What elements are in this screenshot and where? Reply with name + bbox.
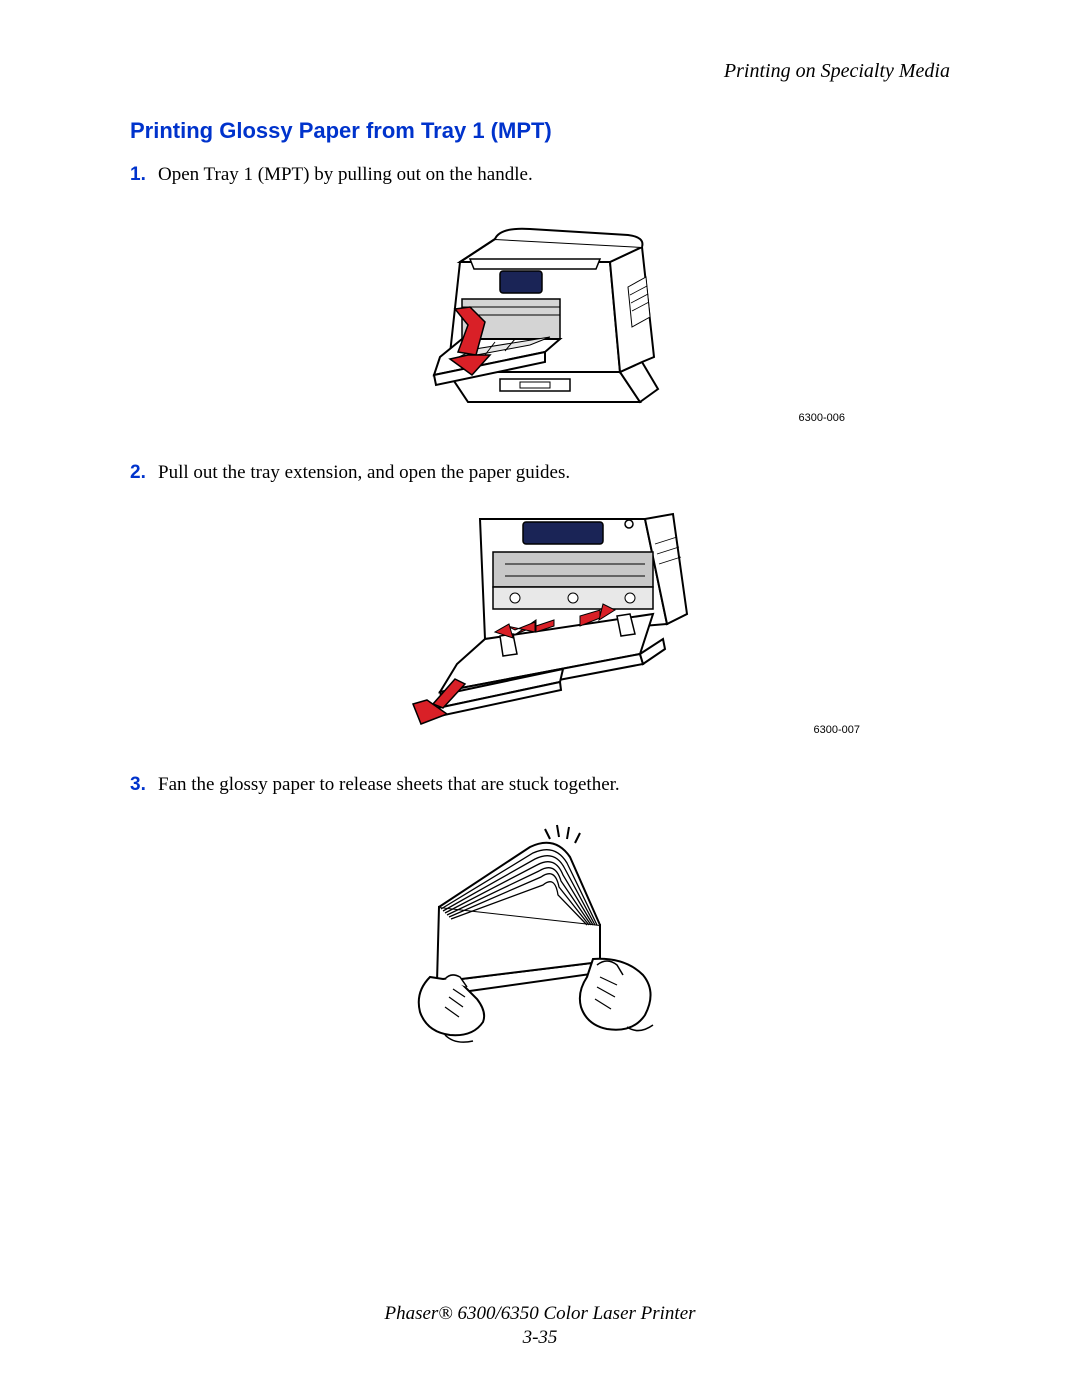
step-text: Open Tray 1 (MPT) by pulling out on the …: [158, 162, 533, 189]
step-2: 2. Pull out the tray extension, and open…: [130, 460, 950, 487]
section-heading: Printing Glossy Paper from Tray 1 (MPT): [130, 118, 950, 144]
fan-paper-illustration: [395, 817, 685, 1057]
figure-1: 6300-006: [130, 207, 950, 432]
step-number: 3.: [130, 772, 158, 799]
printer-tray-extension-illustration: [385, 504, 695, 739]
step-number: 1.: [130, 162, 158, 189]
figure-label: 6300-007: [814, 724, 861, 736]
step-number: 2.: [130, 460, 158, 487]
step-text: Fan the glossy paper to release sheets t…: [158, 772, 620, 799]
page-number: 3-35: [0, 1327, 1080, 1349]
step-1: 1. Open Tray 1 (MPT) by pulling out on t…: [130, 162, 950, 189]
step-text: Pull out the tray extension, and open th…: [158, 460, 570, 487]
step-3: 3. Fan the glossy paper to release sheet…: [130, 772, 950, 799]
page-header: Printing on Specialty Media: [130, 60, 950, 83]
page-footer: Phaser® 6300/6350 Color Laser Printer 3-…: [0, 1303, 1080, 1349]
footer-product: Phaser® 6300/6350 Color Laser Printer: [0, 1303, 1080, 1325]
figure-label: 6300-006: [799, 412, 846, 424]
figure-2: 6300-007: [130, 504, 950, 744]
printer-open-tray-illustration: [400, 207, 680, 427]
figure-3: [130, 817, 950, 1062]
